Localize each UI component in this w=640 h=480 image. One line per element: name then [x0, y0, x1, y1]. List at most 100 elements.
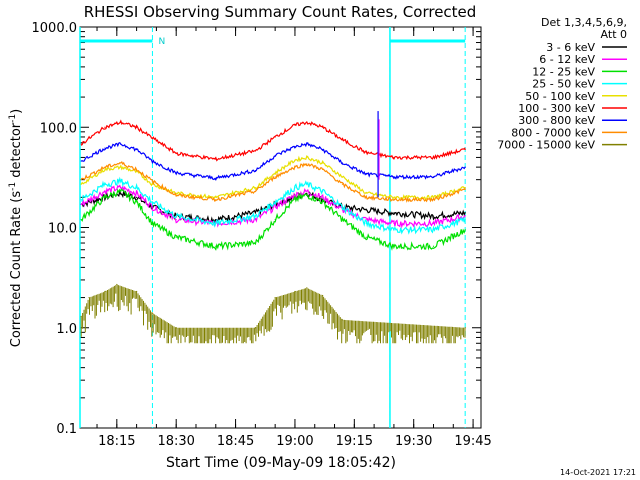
data-point-12-25-kev [294, 198, 296, 201]
data-point-12-25-kev [215, 245, 217, 247]
data-point-800-7000-kev [341, 183, 344, 185]
data-point-12-25-kev [393, 245, 395, 247]
legend-label-7000-15000-kev: 7000 - 15000 keV [497, 139, 595, 152]
data-point-12-25-kev [274, 218, 276, 221]
data-point-12-25-kev [254, 242, 256, 244]
data-point-3-6-kev [215, 218, 217, 221]
x-tick-label: 19:15 [336, 434, 373, 449]
data-point-6-12-kev [80, 203, 82, 205]
chart-title: RHESSI Observing Summary Count Rates, Co… [84, 3, 477, 21]
data-point-100-300-kev [120, 121, 122, 123]
data-point-300-800-kev [432, 176, 435, 178]
data-point-300-800-kev [274, 155, 276, 157]
data-point-800-7000-kev [464, 188, 466, 190]
data-point-25-50-kev [432, 229, 435, 231]
data-point-50-100-kev [136, 171, 138, 173]
data-point-25-50-kev [464, 218, 466, 221]
y-tick-label: 1.0 [56, 322, 77, 337]
series-line-12-25-kev [80, 188, 466, 251]
data-point-7000-15000-kev [88, 296, 90, 299]
legend-label-300-800-kev: 300 - 800 keV [518, 114, 595, 127]
data-point-25-50-kev [215, 222, 217, 224]
data-point-300-800-kev [175, 172, 177, 174]
data-point-100-300-kev [306, 121, 308, 123]
plot-area: 0.1 1.0 10.0 100.0 1000.0 18:15 18:30 18:45 19:0… [32, 21, 492, 449]
data-point-25-50-kev [365, 222, 367, 224]
legend-label-3-6-kev: 3 - 6 keV [546, 41, 595, 54]
data-point-300-800-kev [254, 169, 256, 172]
data-point-6-12-kev [175, 218, 177, 221]
y-tick-label: 100.0 [40, 121, 77, 136]
data-point-800-7000-kev [254, 190, 256, 192]
data-point-6-12-kev [322, 196, 324, 198]
y-tick-label: 10.0 [48, 222, 77, 237]
data-point-100-300-kev [341, 139, 344, 141]
data-point-50-100-kev [365, 192, 367, 194]
data-point-7000-15000-kev [254, 327, 256, 329]
data-point-7000-15000-kev [116, 283, 118, 286]
data-point-100-300-kev [432, 156, 435, 159]
data-point-6-12-kev [151, 206, 154, 208]
saa-label: N [158, 37, 165, 47]
data-point-7000-15000-kev [80, 315, 82, 317]
data-point-300-800-kev [306, 143, 308, 145]
data-point-12-25-kev [432, 245, 435, 247]
series-line-50-100-kev [80, 155, 466, 202]
data-point-100-300-kev [294, 124, 296, 126]
data-point-100-300-kev [80, 143, 82, 145]
x-axis-label: Start Time (09-May-09 18:05:42) [166, 455, 396, 471]
data-point-6-12-kev [432, 222, 435, 224]
data-point-6-12-kev [393, 222, 395, 224]
data-point-25-50-kev [120, 180, 122, 182]
data-point-100-300-kev [322, 126, 324, 128]
data-point-800-7000-kev [432, 198, 435, 201]
data-point-800-7000-kev [393, 198, 395, 201]
data-point-800-7000-kev [120, 162, 122, 164]
data-point-300-800-kev [341, 162, 344, 164]
legend-header-line-1: Det 1,3,4,5,6,9, [541, 16, 627, 29]
legend-label-25-50-kev: 25 - 50 keV [532, 78, 595, 91]
data-point-12-25-kev [341, 218, 344, 221]
data-point-300-800-kev [464, 166, 466, 168]
data-point-100-300-kev [136, 126, 138, 128]
data-point-7000-15000-kev [306, 287, 308, 289]
data-point-7000-15000-kev [136, 290, 138, 293]
data-point-12-25-kev [322, 201, 324, 203]
data-point-3-6-kev [365, 209, 367, 211]
data-point-25-50-kev [294, 187, 296, 189]
data-point-3-6-kev [136, 196, 138, 198]
data-point-25-50-kev [136, 187, 138, 189]
x-tick-label: 18:45 [217, 434, 254, 449]
data-point-25-50-kev [104, 183, 106, 185]
data-point-300-800-kev [393, 176, 395, 178]
data-point-800-7000-kev [175, 194, 177, 196]
data-point-800-7000-kev [294, 166, 296, 168]
legend-header-line-2: Att 0 [601, 28, 627, 41]
data-point-6-12-kev [104, 190, 106, 192]
data-point-800-7000-kev [151, 180, 154, 182]
series-line-25-50-kev [81, 176, 466, 235]
data-point-100-300-kev [365, 151, 367, 154]
data-point-100-300-kev [393, 156, 395, 159]
data-point-6-12-kev [294, 194, 296, 196]
data-point-3-6-kev [306, 192, 308, 194]
data-point-3-6-kev [393, 212, 395, 214]
data-point-800-7000-kev [104, 166, 106, 168]
data-point-300-800-kev [151, 160, 154, 162]
legend-label-100-300-kev: 100 - 300 keV [518, 102, 595, 115]
data-point-50-100-kev [341, 176, 344, 178]
data-point-50-100-kev [322, 162, 324, 164]
data-point-50-100-kev [306, 156, 308, 159]
data-point-50-100-kev [120, 166, 122, 168]
data-point-6-12-kev [254, 218, 256, 221]
data-point-100-300-kev [175, 152, 177, 154]
data-point-3-6-kev [254, 212, 256, 214]
series-line-800-7000-kev [80, 160, 466, 203]
data-point-300-800-kev [120, 143, 122, 145]
data-point-12-25-kev [136, 201, 138, 203]
data-point-50-100-kev [80, 183, 82, 185]
series-line-100-300-kev [80, 119, 466, 162]
data-point-25-50-kev [341, 206, 344, 208]
